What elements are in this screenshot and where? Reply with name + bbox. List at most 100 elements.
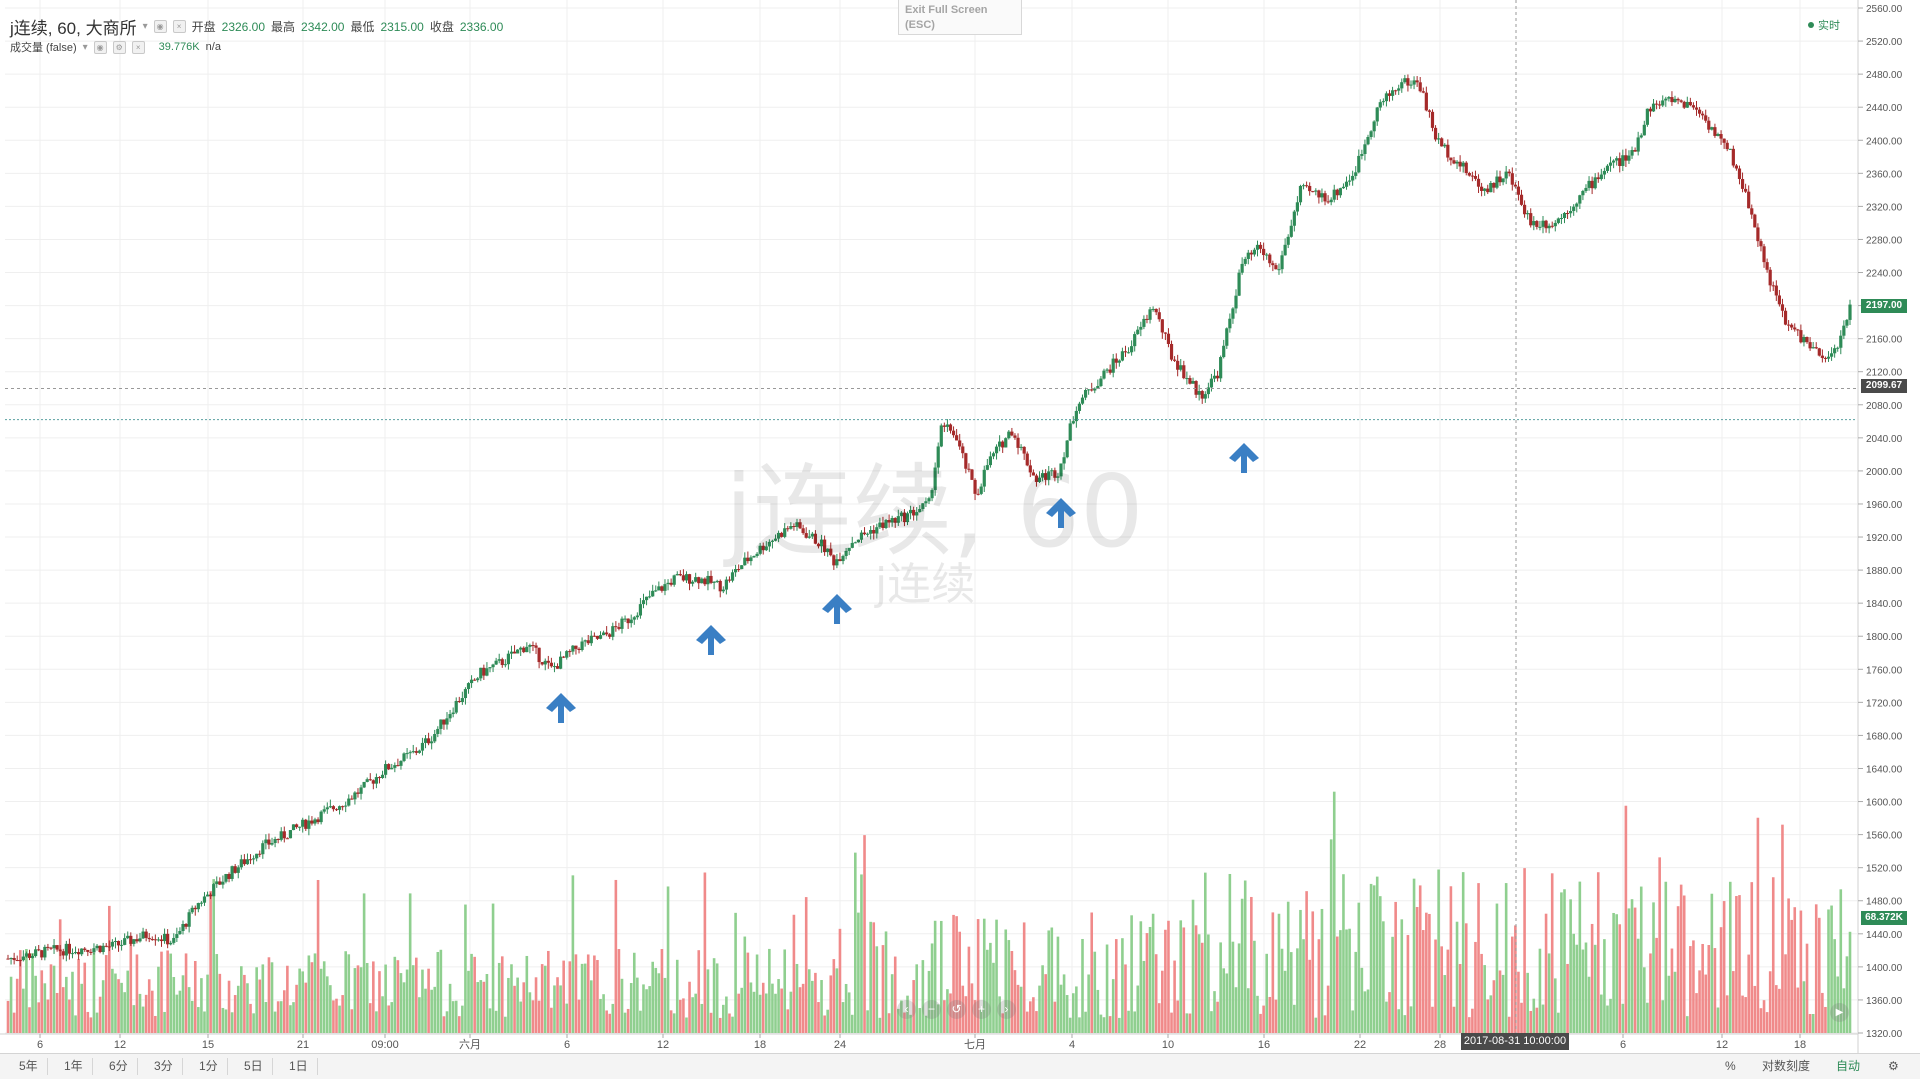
candle-body — [945, 424, 950, 427]
volume-bar — [1667, 975, 1671, 1033]
volume-bar — [1615, 914, 1618, 1033]
timeframe-button[interactable]: 5日 — [235, 1058, 273, 1075]
volume-bar — [697, 950, 701, 1033]
candle-body — [205, 894, 210, 897]
timeframe-button[interactable]: 1日 — [280, 1058, 318, 1075]
eye-icon[interactable]: ◉ — [153, 20, 167, 33]
volume-bar — [390, 1002, 394, 1033]
chevron-down-icon[interactable]: ▾ — [82, 41, 88, 53]
volume-bar — [1357, 902, 1361, 1033]
settings-icon[interactable]: ⚙ — [1888, 1059, 1899, 1073]
candle-body — [95, 945, 99, 949]
candle-body — [672, 575, 676, 585]
volume-bar — [1784, 954, 1787, 1033]
candle-body — [991, 453, 996, 457]
exit-fullscreen-button[interactable]: Exit Full Screen (ESC) — [898, 0, 1022, 35]
auto-scale-toggle[interactable]: 自动 — [1836, 1059, 1861, 1073]
volume-bar — [1277, 913, 1281, 1033]
time-tick-label: 4 — [1069, 1039, 1075, 1051]
volume-bar — [160, 951, 163, 1033]
scroll-left-icon[interactable]: ‹ — [897, 1000, 916, 1019]
price-chart[interactable]: 2560.00 2520.00 2480.00 2440.00 2400.00 2360.… — [0, 0, 1920, 1053]
timeframe-button[interactable]: 5年 — [10, 1058, 48, 1075]
volume-bar — [55, 992, 59, 1033]
volume-bar — [540, 964, 544, 1033]
volume-bar — [1821, 992, 1824, 1033]
candle-body — [715, 580, 719, 582]
volume-bar — [123, 992, 126, 1033]
candle-body — [629, 619, 633, 624]
volume-bar — [1550, 873, 1554, 1033]
volume-bar — [519, 1001, 522, 1033]
volume-bar — [1587, 976, 1591, 1033]
symbol-title[interactable]: j连续, 60, 大商所 — [10, 19, 137, 38]
volume-bar — [1363, 991, 1367, 1033]
reset-icon[interactable]: ↺ — [947, 1000, 966, 1019]
zoom-out-icon[interactable]: − — [922, 1000, 941, 1019]
volume-bar — [1716, 1007, 1720, 1033]
volume-bar — [1219, 942, 1222, 1033]
volume-bar — [141, 1006, 145, 1033]
percent-toggle[interactable]: % — [1725, 1059, 1736, 1073]
volume-bar — [866, 1010, 869, 1033]
settings-icon[interactable]: ⚙ — [112, 40, 126, 54]
close-icon[interactable]: × — [172, 20, 186, 33]
candle-body — [30, 956, 35, 958]
volume-bar — [436, 951, 440, 1033]
volume-bar — [1735, 896, 1738, 1033]
chevron-down-icon[interactable]: ▾ — [142, 21, 148, 32]
volume-bar — [737, 993, 740, 1033]
volume-bar — [40, 970, 44, 1033]
volume-bar — [368, 1003, 372, 1033]
volume-bar — [1170, 1012, 1173, 1033]
candle-body — [1621, 155, 1625, 166]
candle-body — [1765, 262, 1769, 270]
exit-fullscreen-label: Exit Full Screen — [905, 4, 988, 16]
candle-body — [555, 666, 560, 669]
volume-bar — [1342, 874, 1345, 1033]
candle-body — [1133, 334, 1137, 347]
volume-bar — [1019, 986, 1023, 1033]
scroll-right-icon[interactable]: › — [997, 1000, 1016, 1019]
close-icon[interactable]: × — [131, 40, 145, 54]
time-tick-label: 12 — [1716, 1039, 1728, 1051]
volume-bar — [399, 973, 403, 1033]
volume-bar — [98, 996, 102, 1033]
timeframe-button[interactable]: 6分 — [100, 1058, 138, 1075]
volume-bar — [1612, 912, 1615, 1033]
candle-body — [988, 456, 992, 466]
zoom-in-icon[interactable]: + — [972, 1000, 991, 1019]
candle-body — [902, 512, 907, 523]
candle-body — [1771, 285, 1775, 287]
volume-bar — [1213, 991, 1216, 1033]
volume-bar — [396, 960, 400, 1033]
volume-bar — [1204, 872, 1207, 1033]
timeframe-button[interactable]: 3分 — [145, 1058, 183, 1075]
candle-body — [1808, 342, 1812, 349]
volume-bar — [943, 1000, 946, 1033]
timeframe-button[interactable]: 1分 — [190, 1058, 228, 1075]
low-label: 最低 — [350, 20, 375, 34]
timeframe-button[interactable]: 1年 — [55, 1058, 93, 1075]
volume-bar — [286, 965, 289, 1033]
volume-bar — [1538, 948, 1542, 1033]
eye-icon[interactable]: ◉ — [93, 40, 107, 54]
volume-bar — [71, 971, 74, 1033]
log-scale-toggle[interactable]: 对数刻度 — [1762, 1059, 1811, 1073]
candle-body — [1234, 295, 1238, 309]
candle-body — [1483, 188, 1487, 191]
candle-body — [1255, 244, 1260, 250]
volume-bar — [1182, 927, 1186, 1033]
volume-bar — [854, 852, 857, 1033]
price-tick-label: 1880.00 — [1866, 566, 1903, 577]
go-to-realtime-icon[interactable]: ▶ — [1830, 1003, 1849, 1022]
volume-title[interactable]: 成交量 (false) — [10, 42, 77, 54]
price-tick-label: 1640.00 — [1866, 764, 1903, 775]
volume-bar — [439, 949, 443, 1033]
candle-body — [233, 866, 237, 873]
volume-bar — [1397, 1009, 1401, 1033]
volume-bar — [1216, 1001, 1219, 1033]
candle-body — [1203, 394, 1207, 399]
candle-body — [473, 679, 477, 681]
volume-bar — [614, 879, 618, 1033]
